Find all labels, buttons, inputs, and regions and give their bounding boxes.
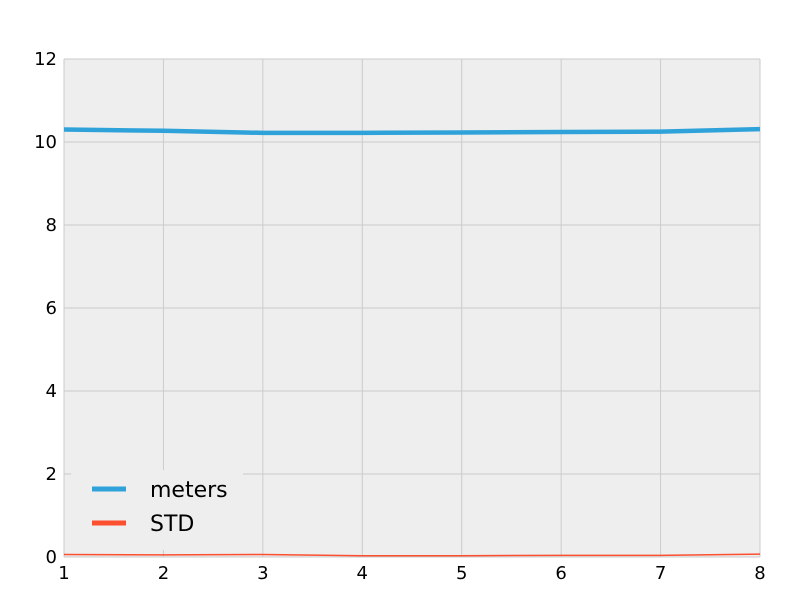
x-tick-label: 2 <box>158 563 169 584</box>
x-axis-ticks: 1 2 3 4 5 6 7 8 <box>58 563 765 584</box>
series-line-meters <box>63 126 761 136</box>
y-tick-label: 6 <box>46 298 57 319</box>
x-tick-label: 6 <box>555 563 566 584</box>
legend-label-std: STD <box>150 512 194 537</box>
y-tick-label: 4 <box>46 381 57 402</box>
x-tick-label: 8 <box>754 563 765 584</box>
y-axis-ticks: 0 2 4 6 8 10 12 <box>34 49 57 568</box>
y-tick-label: 10 <box>34 132 57 153</box>
legend-label-meters: meters <box>150 478 228 503</box>
x-tick-label: 5 <box>456 563 467 584</box>
y-tick-label: 8 <box>46 215 57 236</box>
grid-lines <box>63 58 761 558</box>
x-tick-label: 1 <box>58 563 69 584</box>
x-tick-label: 7 <box>655 563 666 584</box>
series-line-std <box>63 553 761 557</box>
series-lines <box>63 126 761 557</box>
y-tick-label: 0 <box>46 547 57 568</box>
y-tick-label: 12 <box>34 49 57 70</box>
x-tick-label: 4 <box>357 563 368 584</box>
legend: meters STD <box>71 470 243 550</box>
x-tick-label: 3 <box>257 563 268 584</box>
legend-box <box>71 470 243 550</box>
y-tick-label: 2 <box>46 464 57 485</box>
